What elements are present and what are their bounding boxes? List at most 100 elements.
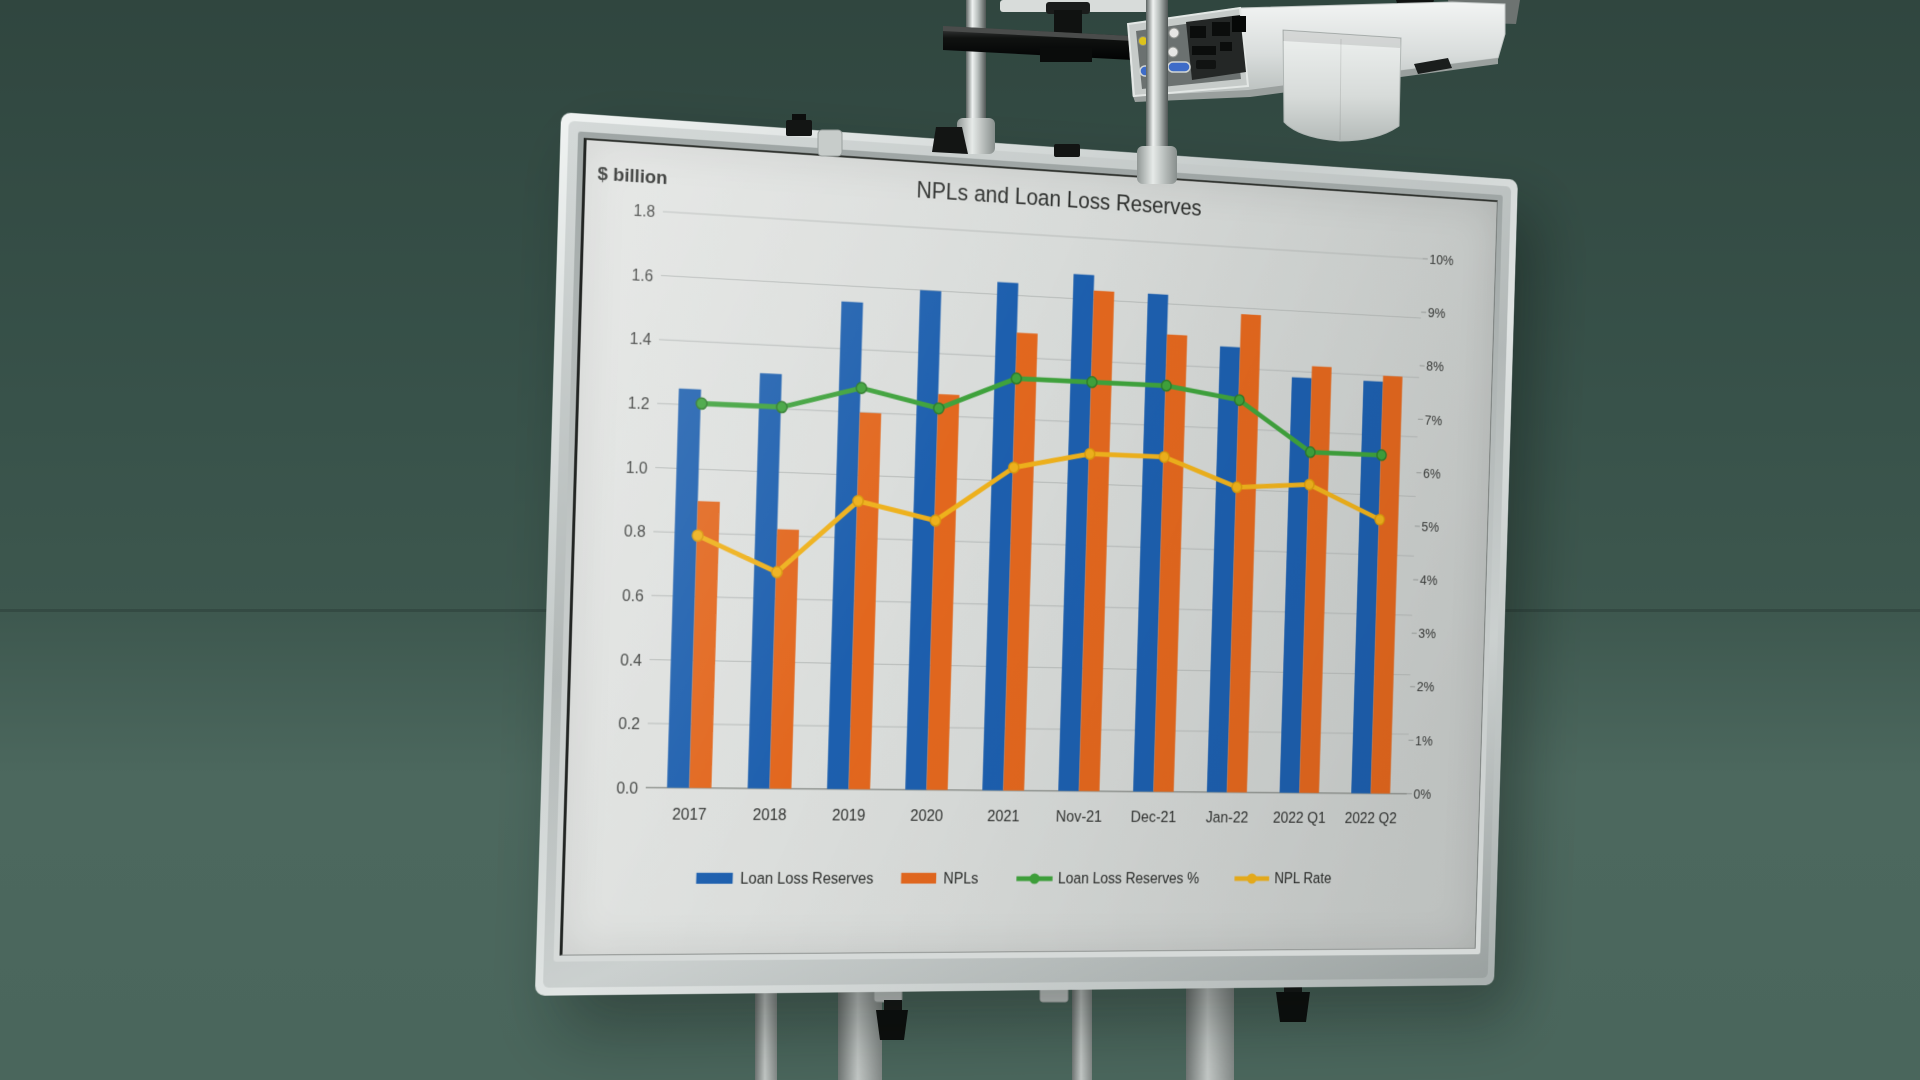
- x-axis-label: 2022 Q1: [1273, 810, 1326, 827]
- line-npl-rate: [697, 438, 1382, 589]
- left-axis-tick: 1.6: [631, 266, 653, 285]
- clamp-knob: [1276, 982, 1310, 1022]
- bar-npl: [689, 501, 720, 789]
- io-block: [1212, 22, 1230, 36]
- right-axis-tick: 4%: [1420, 573, 1438, 588]
- connector-panel-dark: [1186, 15, 1246, 80]
- projection-screen: 0.0 0.2 0.4 0.6 0.8 1.0 1.2 1.4 1.6 1.8 0% 1% 2% 3% 4%…: [559, 137, 1498, 956]
- marker: [692, 530, 703, 541]
- marker: [1087, 377, 1097, 388]
- gridline: [663, 212, 1423, 259]
- rca-yellow-port: [1138, 36, 1148, 46]
- mount-beam-highlight: [943, 26, 1133, 41]
- marker: [1159, 452, 1169, 463]
- left-axis-tick: 1.0: [626, 458, 648, 477]
- left-axis-tick: 0.4: [620, 651, 642, 669]
- projector-body: [1127, 1, 1506, 97]
- marker: [1085, 448, 1095, 459]
- marker: [853, 495, 864, 506]
- legend-label: Loan Loss Reserves: [740, 871, 874, 888]
- x-axis-label: 2018: [753, 806, 787, 824]
- vga-port: [1139, 65, 1163, 77]
- whiteboard: 0.0 0.2 0.4 0.6 0.8 1.0 1.2 1.4 1.6 1.8 0% 1% 2% 3% 4%…: [534, 112, 1518, 996]
- mount-beam: [943, 26, 1133, 60]
- beam-clamp: [1040, 48, 1092, 62]
- left-axis-tick: 1.4: [629, 330, 651, 349]
- marker: [1375, 514, 1385, 525]
- left-axis-tick: 0.0: [616, 779, 638, 797]
- marker: [772, 567, 783, 578]
- right-axis-tick: 10%: [1429, 253, 1454, 269]
- rca-red-port: [1152, 30, 1164, 42]
- projector-body-underside: [1133, 58, 1498, 102]
- left-axis-tick: 0.6: [622, 587, 644, 606]
- legend-swatch: [696, 872, 733, 884]
- mount-pole-right: [1146, 0, 1168, 152]
- x-axis-label: 2022 Q2: [1345, 810, 1397, 827]
- x-axis-label: Nov-21: [1056, 808, 1103, 826]
- x-axis-label: 2020: [910, 807, 943, 825]
- marker: [1009, 462, 1019, 473]
- x-axis-label: 2021: [987, 808, 1020, 826]
- projector-cover-shadow: [1283, 30, 1401, 48]
- mount-cylinder: [1054, 10, 1082, 46]
- axis-unit-label: $ billion: [597, 163, 668, 189]
- right-axis-tick: 5%: [1421, 520, 1439, 535]
- left-axis-tick: 1.8: [633, 202, 655, 221]
- marker: [696, 398, 707, 409]
- vga-port: [1167, 61, 1191, 73]
- mount-cylinder-flange: [1048, 38, 1088, 50]
- legend-label: Loan Loss Reserves %: [1058, 871, 1200, 887]
- bar-npl: [769, 529, 800, 789]
- legend-marker: [1029, 873, 1040, 884]
- rca-white-port: [1167, 46, 1179, 58]
- rca-white-port: [1168, 27, 1180, 39]
- marker: [1161, 380, 1171, 391]
- marker: [1232, 482, 1242, 493]
- io-block: [1192, 46, 1216, 55]
- gridline: [659, 340, 1419, 378]
- marker: [856, 382, 867, 393]
- left-axis-tick: 0.2: [618, 715, 640, 733]
- legend-label: NPLs: [943, 871, 978, 888]
- npl-chart: 0.0 0.2 0.4 0.6 0.8 1.0 1.2 1.4 1.6 1.8 0% 1% 2% 3% 4%…: [597, 163, 1454, 955]
- connector-panel-recess: [1136, 17, 1241, 89]
- marker: [1377, 450, 1387, 461]
- chart-title: NPLs and Loan Loss Reserves: [916, 177, 1202, 221]
- x-axis-label: 2019: [832, 807, 866, 825]
- marker: [1305, 447, 1315, 458]
- projector-cover: [1282, 29, 1402, 142]
- marker: [1304, 479, 1314, 490]
- marker: [1011, 373, 1021, 384]
- x-axis-label: Jan-22: [1205, 809, 1248, 826]
- mount-arm: [1000, 0, 1165, 12]
- rca-red-port: [1151, 49, 1163, 61]
- io-block: [1220, 42, 1232, 51]
- marker: [776, 401, 787, 412]
- projector: [1126, 0, 1520, 142]
- io-block: [1190, 26, 1206, 38]
- clamp-knob: [876, 1000, 908, 1040]
- projector-rear-block: [1448, 0, 1520, 24]
- marker: [1234, 395, 1244, 406]
- line-llr-pct: [701, 363, 1383, 455]
- marker: [930, 515, 940, 526]
- right-axis-tick: 8%: [1426, 360, 1444, 376]
- projector-foot: [1396, 0, 1434, 18]
- right-axis-tick: 1%: [1415, 734, 1433, 749]
- marker: [934, 403, 944, 414]
- whiteboard-bezel: 0.0 0.2 0.4 0.6 0.8 1.0 1.2 1.4 1.6 1.8 0% 1% 2% 3% 4%…: [553, 131, 1503, 962]
- x-axis-label: 2017: [672, 806, 707, 824]
- legend-label: NPL Rate: [1274, 871, 1332, 887]
- right-axis-tick: 2%: [1416, 680, 1434, 695]
- x-axis-label: Dec-21: [1131, 809, 1177, 826]
- hdmi-port: [1196, 60, 1216, 69]
- right-axis-tick: 9%: [1428, 306, 1446, 322]
- gridline: [661, 276, 1421, 319]
- left-axis-tick: 0.8: [624, 523, 646, 542]
- right-axis-tick: 6%: [1423, 466, 1441, 482]
- right-axis-tick: 7%: [1424, 413, 1442, 429]
- left-axis-tick: 1.2: [627, 394, 649, 413]
- legend-swatch: [900, 872, 937, 884]
